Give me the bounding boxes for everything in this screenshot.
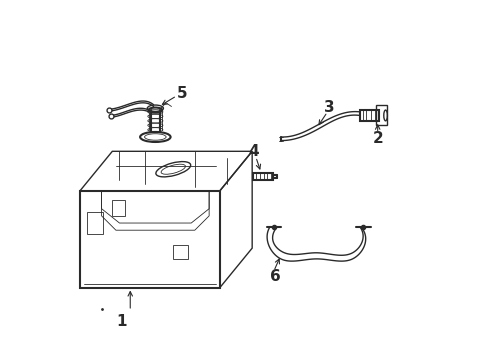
Text: 2: 2 [372,131,383,146]
Text: 1: 1 [116,314,126,329]
Text: 5: 5 [177,86,188,102]
Text: 6: 6 [270,269,281,284]
Text: 3: 3 [324,100,335,115]
Text: 4: 4 [248,144,259,159]
